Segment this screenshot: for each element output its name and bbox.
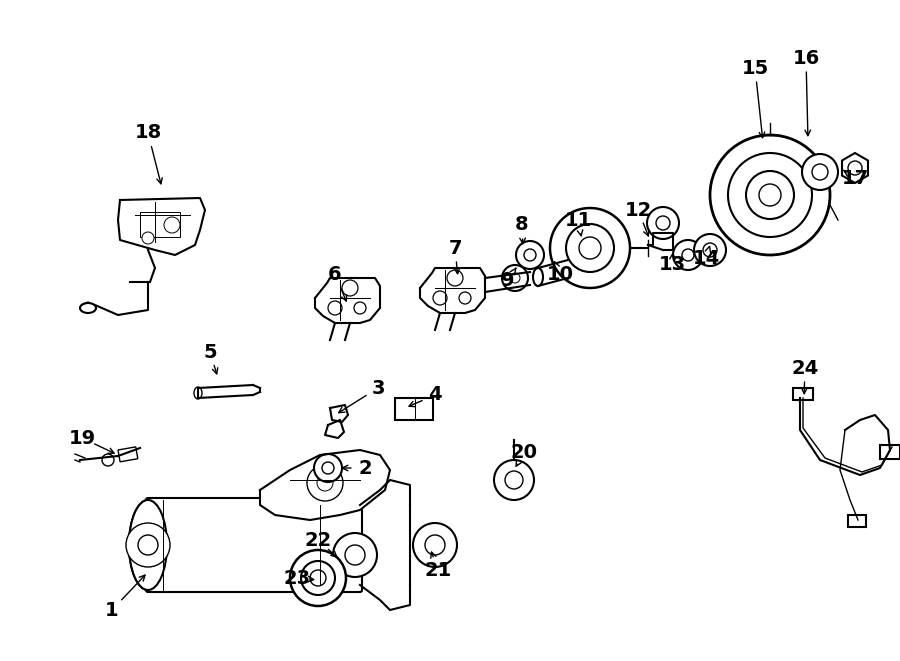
- Circle shape: [682, 249, 694, 261]
- Circle shape: [314, 454, 342, 482]
- Circle shape: [656, 216, 670, 230]
- Bar: [140, 212, 180, 237]
- Text: 5: 5: [203, 342, 217, 362]
- Circle shape: [354, 302, 366, 314]
- Circle shape: [710, 135, 830, 255]
- Text: 23: 23: [284, 568, 310, 588]
- Ellipse shape: [194, 387, 202, 399]
- Circle shape: [459, 292, 471, 304]
- Circle shape: [322, 462, 334, 474]
- Ellipse shape: [533, 268, 543, 286]
- Ellipse shape: [80, 303, 96, 313]
- FancyBboxPatch shape: [146, 498, 362, 592]
- Circle shape: [703, 243, 717, 257]
- Text: 4: 4: [428, 385, 442, 405]
- Text: 7: 7: [448, 239, 462, 258]
- Circle shape: [345, 545, 365, 565]
- Bar: [880, 445, 900, 459]
- Circle shape: [812, 164, 828, 180]
- Circle shape: [502, 265, 528, 291]
- Circle shape: [310, 570, 326, 586]
- Circle shape: [425, 535, 445, 555]
- Circle shape: [673, 240, 703, 270]
- Text: 6: 6: [328, 266, 342, 284]
- Ellipse shape: [129, 500, 167, 590]
- Text: 8: 8: [515, 215, 529, 235]
- Circle shape: [566, 224, 614, 272]
- Text: 2: 2: [358, 459, 372, 477]
- Text: 18: 18: [134, 124, 162, 143]
- Text: 12: 12: [625, 200, 652, 219]
- Circle shape: [579, 237, 601, 259]
- Circle shape: [102, 454, 114, 466]
- Circle shape: [290, 550, 346, 606]
- Circle shape: [550, 208, 630, 288]
- Circle shape: [524, 249, 536, 261]
- Circle shape: [510, 273, 520, 283]
- Circle shape: [802, 154, 838, 190]
- Text: 11: 11: [564, 210, 591, 229]
- Circle shape: [848, 161, 862, 175]
- Circle shape: [413, 523, 457, 567]
- Circle shape: [126, 523, 170, 567]
- Circle shape: [516, 241, 544, 269]
- Circle shape: [647, 207, 679, 239]
- Text: 14: 14: [692, 249, 720, 268]
- Circle shape: [138, 535, 158, 555]
- Circle shape: [728, 153, 812, 237]
- Text: 24: 24: [791, 358, 819, 377]
- Text: 20: 20: [510, 442, 537, 461]
- Circle shape: [433, 291, 447, 305]
- Circle shape: [142, 232, 154, 244]
- Text: 15: 15: [742, 59, 769, 77]
- Circle shape: [328, 301, 342, 315]
- Bar: [793, 388, 813, 400]
- Polygon shape: [330, 405, 348, 422]
- Circle shape: [317, 475, 333, 491]
- Text: 1: 1: [105, 600, 119, 619]
- Text: 13: 13: [659, 256, 686, 274]
- Text: 3: 3: [371, 379, 385, 397]
- Bar: [848, 515, 866, 527]
- Circle shape: [342, 280, 358, 296]
- Text: 19: 19: [68, 428, 95, 447]
- Text: 22: 22: [304, 531, 331, 549]
- Circle shape: [307, 465, 343, 501]
- Polygon shape: [420, 268, 485, 313]
- Circle shape: [505, 471, 523, 489]
- Circle shape: [301, 561, 335, 595]
- Circle shape: [759, 184, 781, 206]
- Ellipse shape: [563, 260, 573, 278]
- Text: 16: 16: [792, 48, 820, 67]
- Polygon shape: [325, 420, 344, 438]
- Circle shape: [746, 171, 794, 219]
- Text: 17: 17: [842, 169, 868, 188]
- Circle shape: [447, 270, 463, 286]
- Polygon shape: [118, 198, 205, 255]
- Text: 9: 9: [501, 270, 515, 290]
- Circle shape: [164, 217, 180, 233]
- Circle shape: [694, 234, 726, 266]
- Circle shape: [333, 533, 377, 577]
- Text: 10: 10: [546, 266, 573, 284]
- Bar: [118, 447, 138, 462]
- Polygon shape: [315, 278, 380, 323]
- Ellipse shape: [129, 500, 167, 590]
- Circle shape: [494, 460, 534, 500]
- Text: 21: 21: [425, 561, 452, 580]
- Polygon shape: [260, 450, 390, 520]
- Bar: [395, 398, 433, 420]
